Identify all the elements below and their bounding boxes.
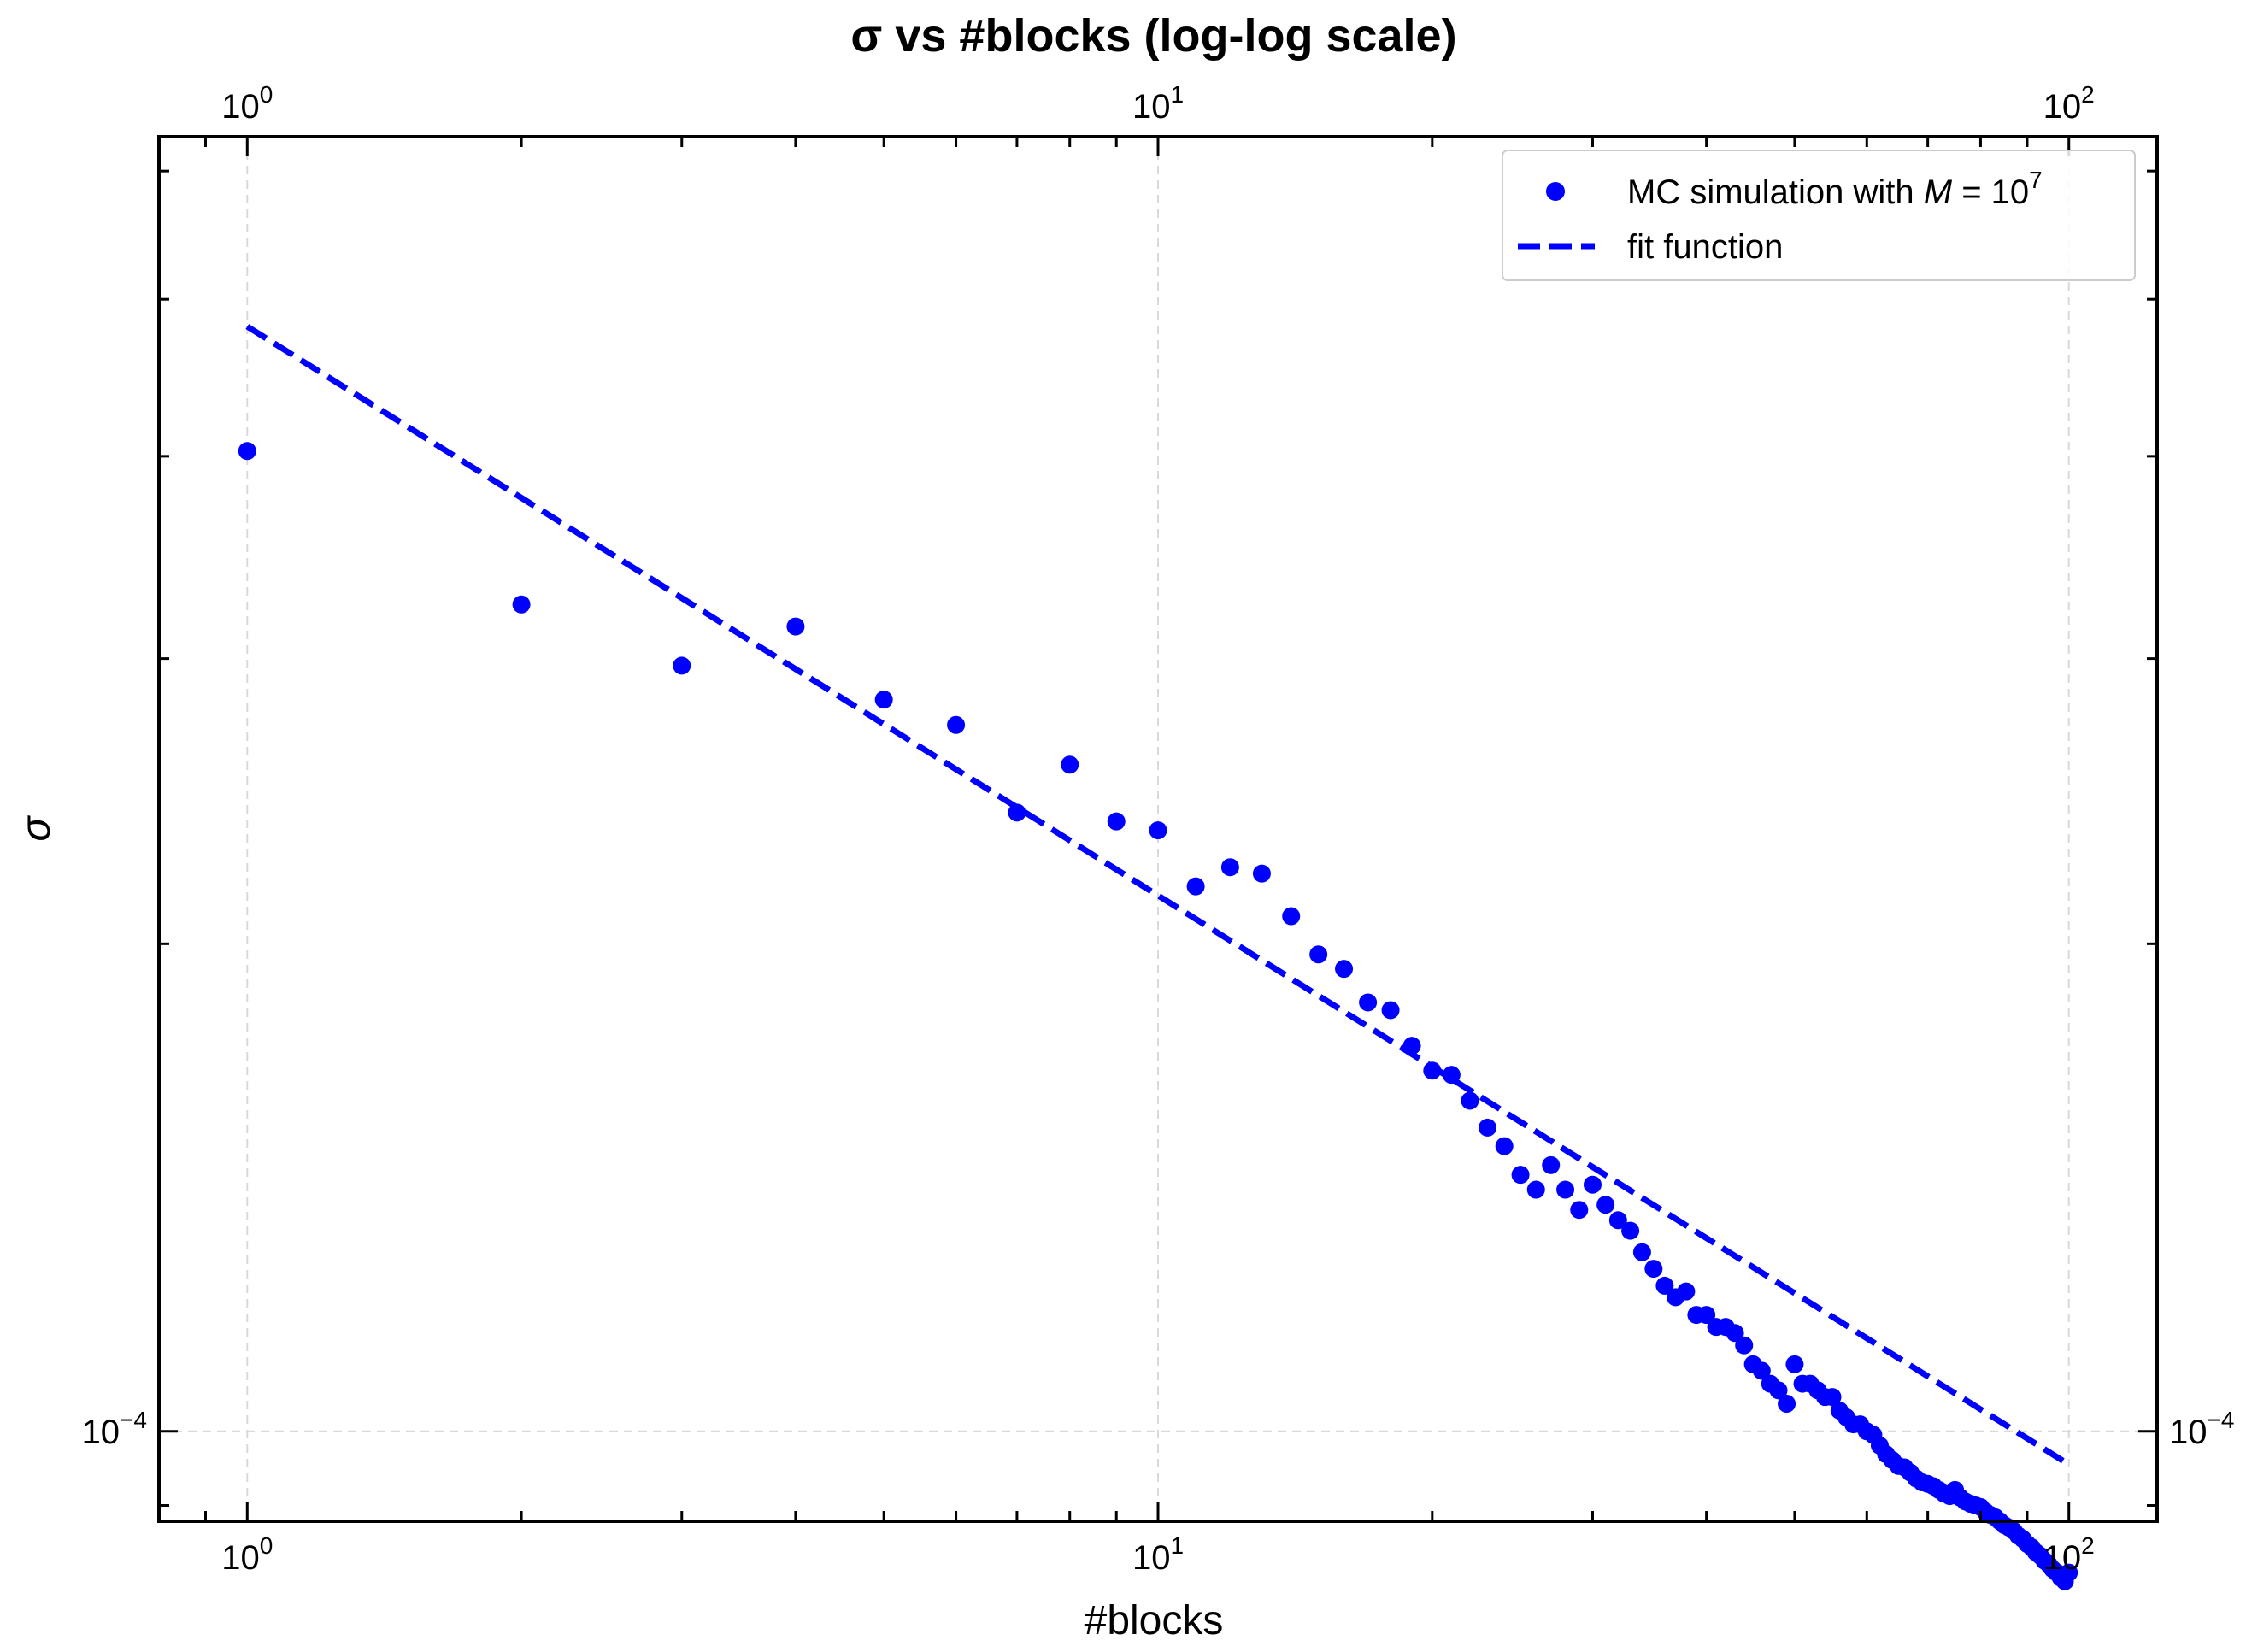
y-axis-label: σ bbox=[14, 814, 59, 841]
x-tick-label-top-base: 10 bbox=[1132, 88, 1171, 126]
data-point bbox=[673, 656, 691, 675]
data-point bbox=[1186, 877, 1205, 896]
y-tick-label-right: 10−4 bbox=[2169, 1407, 2234, 1451]
y-tick-label-left: 10−4 bbox=[82, 1407, 147, 1451]
x-tick-label-top-base: 10 bbox=[2043, 88, 2082, 126]
data-point bbox=[1252, 864, 1271, 883]
data-point bbox=[786, 617, 805, 636]
data-point bbox=[1556, 1180, 1575, 1199]
data-point bbox=[1402, 1037, 1421, 1055]
data-point bbox=[1583, 1175, 1602, 1194]
data-point bbox=[1752, 1361, 1771, 1380]
y-tick-label-right-base: 10 bbox=[2169, 1414, 2208, 1451]
data-point bbox=[1785, 1355, 1804, 1373]
y-tick-label-left-exponent: −4 bbox=[120, 1407, 147, 1433]
x-tick-label-top: 101 bbox=[1132, 81, 1184, 126]
data-point bbox=[1526, 1180, 1545, 1199]
legend-label-fit: fit function bbox=[1627, 228, 1783, 266]
data-point bbox=[1282, 907, 1301, 926]
legend-label-scatter-prefix: MC simulation with bbox=[1627, 173, 1924, 211]
legend: MC simulation with M = 107 fit function bbox=[1502, 150, 2136, 281]
data-point bbox=[1608, 1211, 1627, 1230]
x-tick-label-top: 102 bbox=[2043, 81, 2095, 126]
x-tick-label-bottom-base: 10 bbox=[221, 1539, 260, 1577]
data-point bbox=[1149, 821, 1167, 840]
data-point bbox=[1726, 1324, 1744, 1343]
data-points bbox=[238, 442, 2078, 1590]
data-point bbox=[1461, 1091, 1479, 1110]
legend-marker-scatter bbox=[1546, 182, 1565, 201]
fit-line-layer bbox=[245, 324, 2071, 1467]
data-point bbox=[1479, 1118, 1497, 1137]
data-point bbox=[1570, 1201, 1589, 1220]
x-tick-label-bottom-exponent: 0 bbox=[260, 1532, 273, 1559]
x-tick-label-bottom: 100 bbox=[221, 1532, 273, 1577]
x-axis-label: #blocks bbox=[1085, 1598, 1224, 1643]
x-tick-label-top: 100 bbox=[221, 81, 273, 126]
x-tick-label-top-exponent: 2 bbox=[2081, 81, 2095, 108]
data-point bbox=[1823, 1388, 1842, 1407]
y-tick-labels: 10−4 10−4 bbox=[82, 1407, 2235, 1451]
data-point bbox=[512, 595, 531, 614]
x-tick-label-bottom: 102 bbox=[2043, 1532, 2095, 1577]
x-tick-label-top-exponent: 0 bbox=[260, 81, 273, 108]
data-point bbox=[1335, 960, 1354, 979]
chart-title: σ vs #blocks (log-log scale) bbox=[850, 10, 1456, 62]
legend-box bbox=[1502, 150, 2136, 281]
data-point bbox=[874, 691, 893, 709]
x-tick-label-bottom-base: 10 bbox=[1132, 1539, 1171, 1577]
x-tick-label-bottom-exponent: 1 bbox=[1170, 1532, 1184, 1559]
data-point bbox=[1511, 1166, 1530, 1185]
x-tick-label-bottom-base: 10 bbox=[2043, 1539, 2082, 1577]
data-point bbox=[1655, 1276, 1674, 1295]
data-point bbox=[1735, 1336, 1754, 1355]
legend-label-scatter-eq: = 10 bbox=[1952, 173, 2029, 211]
data-point bbox=[1495, 1137, 1514, 1155]
data-point bbox=[1644, 1260, 1663, 1279]
data-point bbox=[1632, 1243, 1651, 1261]
data-point bbox=[1061, 755, 1079, 774]
data-point bbox=[1697, 1306, 1716, 1325]
data-point bbox=[1309, 945, 1328, 964]
y-tick-label-right-exponent: −4 bbox=[2208, 1407, 2235, 1433]
x-tick-label-top-base: 10 bbox=[221, 88, 260, 126]
legend-label-scatter-exp: 7 bbox=[2029, 167, 2043, 193]
legend-label-scatter-math: M bbox=[1924, 173, 1953, 211]
y-tick-label-left-base: 10 bbox=[82, 1414, 121, 1451]
data-point bbox=[1621, 1221, 1640, 1240]
data-point bbox=[1542, 1155, 1561, 1174]
data-point bbox=[1381, 1001, 1400, 1020]
data-point bbox=[1107, 812, 1126, 831]
data-point bbox=[2060, 1563, 2078, 1582]
data-point bbox=[1677, 1282, 1696, 1301]
x-tick-label-bottom-exponent: 2 bbox=[2081, 1532, 2095, 1559]
data-point bbox=[1220, 858, 1239, 877]
fit-function-line bbox=[245, 324, 2071, 1467]
plot-frame bbox=[157, 135, 2159, 1523]
data-point bbox=[1442, 1066, 1461, 1085]
data-point bbox=[1423, 1061, 1442, 1080]
grid-lines bbox=[159, 137, 2157, 1521]
x-tick-label-top-exponent: 1 bbox=[1170, 81, 1184, 108]
x-tick-labels-bottom: 100 101 102 bbox=[221, 1532, 2095, 1577]
data-point bbox=[1778, 1395, 1796, 1414]
legend-label-scatter: MC simulation with M = 107 bbox=[1627, 167, 2043, 211]
data-point bbox=[238, 442, 256, 461]
data-point bbox=[1769, 1381, 1788, 1400]
x-tick-labels-top: 100 101 102 bbox=[221, 81, 2095, 126]
data-point bbox=[1359, 993, 1378, 1012]
data-point bbox=[1008, 803, 1026, 822]
data-point bbox=[947, 715, 966, 734]
x-tick-label-bottom: 101 bbox=[1132, 1532, 1184, 1577]
data-point bbox=[1596, 1196, 1615, 1214]
